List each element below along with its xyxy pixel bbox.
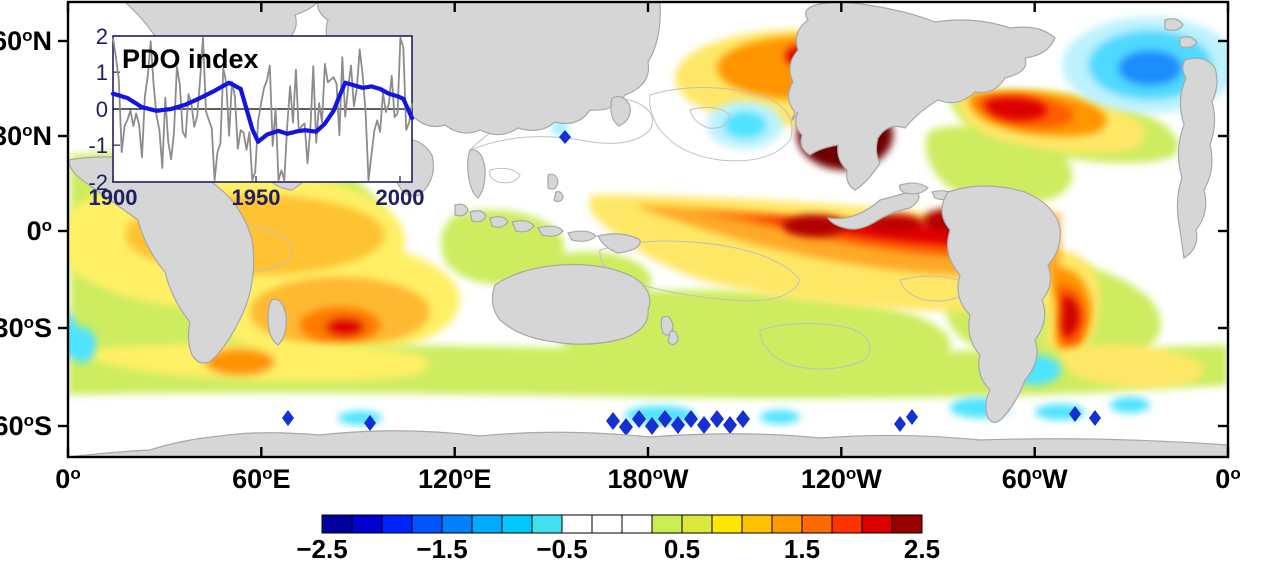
svg-text:30oS: 30oS bbox=[0, 313, 52, 343]
svg-text:1950: 1950 bbox=[232, 185, 281, 210]
svg-text:60oE: 60oE bbox=[232, 464, 290, 494]
svg-text:−0.5: −0.5 bbox=[536, 534, 587, 563]
svg-text:60oN: 60oN bbox=[0, 26, 52, 56]
svg-text:1900: 1900 bbox=[89, 185, 138, 210]
svg-text:0.5: 0.5 bbox=[664, 534, 700, 563]
svg-text:0o: 0o bbox=[27, 216, 52, 246]
svg-text:0: 0 bbox=[96, 97, 108, 122]
svg-text:60oW: 60oW bbox=[1002, 464, 1068, 494]
svg-text:PDO index: PDO index bbox=[122, 44, 259, 74]
svg-text:120oW: 120oW bbox=[801, 464, 882, 494]
svg-text:120oE: 120oE bbox=[418, 464, 491, 494]
svg-text:30oN: 30oN bbox=[0, 121, 52, 151]
svg-text:2.5: 2.5 bbox=[904, 534, 940, 563]
svg-text:−2.5: −2.5 bbox=[296, 534, 347, 563]
svg-text:60oS: 60oS bbox=[0, 411, 52, 441]
svg-text:180oW: 180oW bbox=[608, 464, 689, 494]
svg-text:−1.5: −1.5 bbox=[416, 534, 467, 563]
svg-text:1: 1 bbox=[96, 60, 108, 85]
svg-text:2: 2 bbox=[96, 24, 108, 49]
svg-text:-1: -1 bbox=[88, 133, 108, 158]
svg-text:0o: 0o bbox=[55, 464, 80, 494]
svg-text:2000: 2000 bbox=[376, 185, 425, 210]
svg-text:0o: 0o bbox=[1215, 464, 1240, 494]
svg-text:1.5: 1.5 bbox=[784, 534, 820, 563]
